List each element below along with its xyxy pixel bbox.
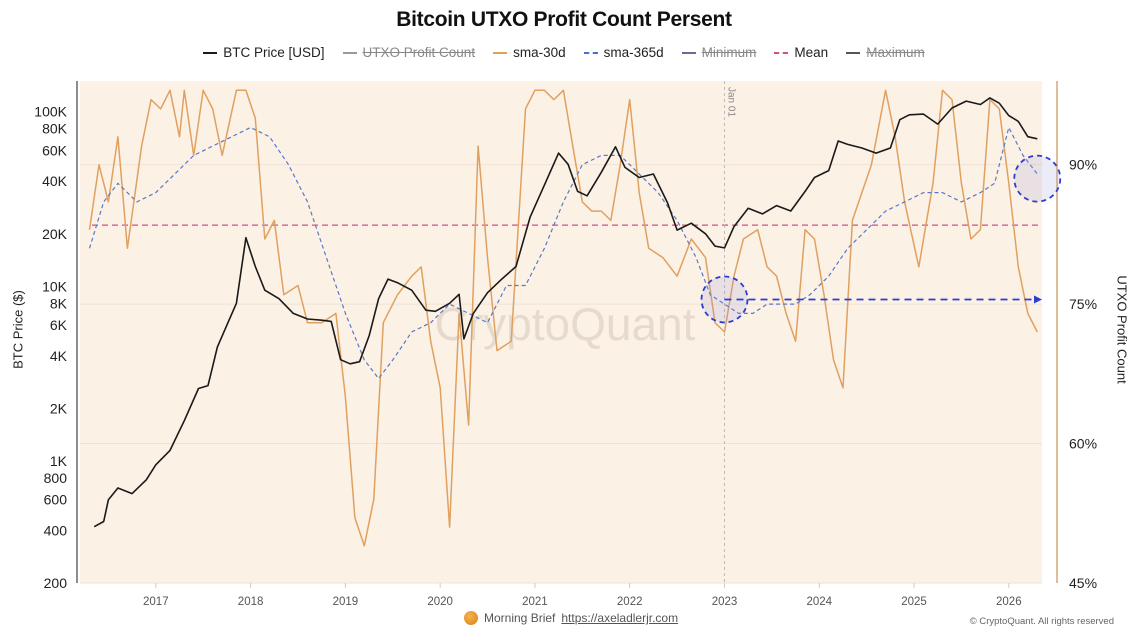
y-right-tick-label: 90% [1069,157,1097,173]
series-btc-price [93,97,1038,528]
series-sma-365d [88,125,1038,380]
x-tick-label: 2020 [427,596,453,608]
legend-label: sma-30d [513,45,566,60]
y-left-tick-label: 800 [44,470,68,486]
legend-label: Mean [794,45,829,60]
y-left-tick-label: 400 [44,522,68,538]
legend-item-minimum[interactable]: Minimum [681,45,757,60]
y-left-tick-label: 10K [42,278,68,294]
legend-label: UTXO Profit Count [362,45,476,60]
series-layer [88,89,1042,547]
gridlines [80,164,1042,584]
y-left-tick-label: 8K [50,295,68,311]
y-left-tick-label: 600 [44,492,68,508]
footer-brand-text: Morning Brief [484,611,556,625]
y-left-tick-label: 4K [50,348,68,364]
legend-swatch [681,51,696,54]
copyright: © CryptoQuant. All rights reserved [969,616,1114,627]
legend-item-utxo-profit-count[interactable]: UTXO Profit Count [342,45,476,60]
legend-swatch [774,51,789,54]
x-tick-label: 2022 [617,596,643,608]
legend-item-btc-price[interactable]: BTC Price [USD] [203,45,325,60]
legend-item-sma-30d[interactable]: sma-30d [493,45,566,60]
legend-label: Maximum [866,45,925,60]
legend-item-maximum[interactable]: Maximum [846,45,925,60]
footer-brand: Morning Brief https://axeladlerjr.com [464,611,678,625]
x-tick-label: 2025 [901,596,927,608]
y-axis-right-label: UTXO Profit Count [1114,275,1128,384]
legend-swatch [583,51,598,54]
series-sma-30d [88,89,1038,547]
y-left-tick-label: 1K [50,453,68,469]
x-tick-label: 2017 [143,596,169,608]
y-left-tick-label: 2K [50,400,68,416]
x-tick-label: 2026 [996,596,1022,608]
y-right-tick-label: 45% [1069,575,1097,591]
x-tick-label: 2019 [333,596,359,608]
y-left-tick-label: 20K [42,226,68,242]
legend-label: sma-365d [603,45,664,60]
y-left-tick-label: 40K [42,173,68,189]
legend-label: BTC Price [USD] [223,45,325,60]
highlight-circle [1013,154,1062,203]
y-axis-left-label: BTC Price ($) [10,290,26,369]
legend: BTC Price [USD] UTXO Profit Count sma-30… [0,45,1128,60]
legend-item-sma-365d[interactable]: sma-365d [583,45,664,60]
legend-item-mean[interactable]: Mean [774,45,828,60]
x-tick-label: 2018 [238,596,264,608]
y-left-tick-label: 100K [34,104,67,120]
coin-icon [464,611,478,625]
y-left-tick-label: 80K [42,121,68,137]
arrow-head-icon [1034,295,1042,304]
annotation-vline-label: Jan 01 [725,87,736,117]
legend-label: Minimum [701,45,757,60]
legend-swatch [342,51,357,54]
legend-swatch [493,51,508,54]
right-axis: 90% 75% 60% 45% [1056,81,1097,591]
legend-swatch [203,51,218,54]
y-left-tick-label: 60K [42,142,68,158]
x-tick-label: 2021 [522,596,548,608]
legend-swatch [846,51,861,54]
x-tick-label: 2024 [806,596,832,608]
annotation-layer: Jan 01 [700,81,1062,583]
y-right-tick-label: 75% [1069,296,1097,312]
watermark: CryptoQuant [435,298,696,350]
y-right-tick-label: 60% [1069,436,1097,452]
x-axis: 2017 2018 2019 2020 2021 2022 2023 2024 2025 2026 [143,583,1022,608]
y-left-tick-label: 200 [44,575,68,591]
footer-link[interactable]: https://axeladlerjr.com [561,611,679,625]
chart-title: Bitcoin UTXO Profit Count Persent [396,8,732,31]
x-tick-label: 2023 [712,596,738,608]
y-left-tick-label: 6K [50,317,68,333]
